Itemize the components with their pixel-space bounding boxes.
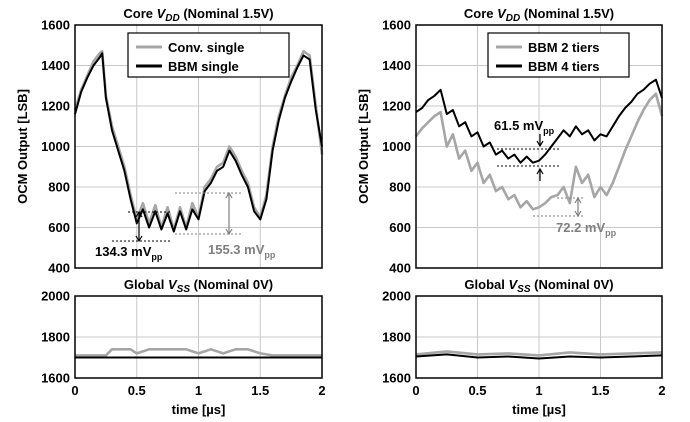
x-tick-label: 0	[412, 383, 419, 398]
y-tick-label: 1800	[41, 330, 70, 345]
annotation-arrowhead	[135, 235, 143, 243]
chart-panel-3: 1600 1800 2000 0 0.5 1 1.5 2 time [µs] Global VSS…	[41, 277, 326, 417]
legend-label: BBM 2 tiers	[528, 40, 600, 55]
series-line-bbm-2-tiers	[414, 92, 664, 211]
y-tick-label: 800	[389, 180, 411, 195]
plot-frame	[74, 295, 323, 379]
annotation-arrow	[536, 134, 544, 148]
x-tick-label: 0.5	[468, 383, 486, 398]
plot-frame	[415, 295, 663, 379]
y-tick-label: 1800	[382, 330, 411, 345]
y-tick-label: 1200	[382, 99, 411, 114]
series-line-bbm-4-tiers	[415, 353, 663, 360]
annotation-label: 72.2 mVpp	[556, 220, 617, 238]
chart-title: Core VDD (Nominal 1.5V)	[123, 6, 273, 24]
y-tick-label: 600	[48, 220, 70, 235]
chart-title: Global VSS (Nominal 0V)	[124, 277, 273, 295]
y-axis-label: OCM Output [LSB]	[356, 89, 371, 204]
annotation-arrowhead	[574, 210, 582, 218]
y-tick-label: 1400	[41, 58, 70, 73]
y-tick-label: 1600	[382, 18, 411, 33]
y-tick-label: 1000	[382, 139, 411, 154]
chart-title: Core VDD (Nominal 1.5V)	[464, 6, 614, 24]
plot-frame	[74, 24, 323, 269]
y-tick-label: 1400	[382, 58, 411, 73]
chart-panel-4: 1600 1800 2000 0 0.5 1 1.5 2 time [µs] Global VSS…	[382, 277, 666, 417]
annotation-arrowhead	[135, 210, 143, 218]
y-tick-label: 400	[48, 261, 70, 276]
series-line-bbm-4-tiers	[415, 78, 663, 164]
chart-panel-2: 400 600 800 1000 1200 1400 1600 OCM Output [LSB…	[356, 6, 664, 276]
y-tick-label: 1600	[382, 371, 411, 386]
chart-panel-1: 400 600 800 1000 1200 1400 1600 OCM Output [LSB…	[15, 6, 324, 276]
y-tick-label: 1600	[41, 18, 70, 33]
annotation-label: 61.5 mVpp	[494, 118, 555, 136]
series-line-conv-single	[75, 347, 322, 357]
legend-label: BBM 4 tiers	[528, 59, 600, 74]
x-tick-label: 0.5	[128, 383, 146, 398]
annotation-arrowhead	[574, 196, 582, 204]
x-tick-label: 1.5	[591, 383, 609, 398]
x-axis-label: time [µs]	[172, 402, 226, 417]
legend-box	[487, 32, 630, 78]
annotation-label: 134.3 mVpp	[95, 244, 163, 262]
y-axis-label: OCM Output [LSB]	[15, 89, 30, 204]
y-tick-label: 400	[389, 261, 411, 276]
series-line-bbm-single	[74, 52, 323, 233]
x-tick-label: 2	[658, 383, 665, 398]
plot-frame	[415, 24, 663, 269]
y-tick-label: 600	[389, 220, 411, 235]
y-tick-label: 1000	[41, 139, 70, 154]
y-tick-label: 1600	[41, 371, 70, 386]
x-axis-label: time [µs]	[512, 402, 566, 417]
annotation-arrowhead	[225, 228, 233, 236]
annotation-arrow	[536, 167, 544, 181]
legend-box	[127, 32, 290, 78]
series-line-bbm-2-tiers	[415, 350, 663, 357]
annotation-arrowhead	[225, 191, 233, 199]
y-tick-label: 1200	[41, 99, 70, 114]
x-tick-label: 1.5	[251, 383, 269, 398]
y-tick-label: 2000	[382, 289, 411, 304]
legend-label: Conv. single	[168, 40, 244, 55]
x-tick-label: 2	[318, 383, 325, 398]
x-tick-label: 1	[195, 383, 202, 398]
x-tick-label: 0	[71, 383, 78, 398]
annotations: 134.3 mVpp 155.3 mVpp 61.5 mVpp 72.2 mVpp	[95, 118, 617, 262]
x-tick-label: 1	[535, 383, 542, 398]
chart-title: Global VSS (Nominal 0V)	[464, 277, 613, 295]
y-tick-label: 800	[48, 180, 70, 195]
annotation-label: 155.3 mVpp	[208, 242, 276, 260]
legend-label: BBM single	[168, 59, 239, 74]
y-tick-label: 2000	[41, 289, 70, 304]
